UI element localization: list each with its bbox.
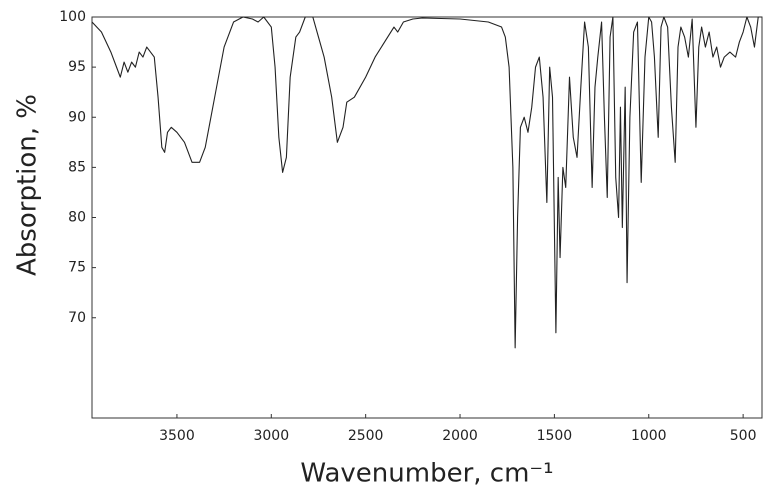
x-tick-label: 3000 [253,428,289,444]
x-tick-label: 500 [730,428,757,444]
y-tick-label: 75 [68,260,86,276]
y-tick-label: 95 [68,59,86,75]
x-tick-label: 2500 [348,428,384,444]
spectrum-line [91,16,762,349]
y-tick-label: 90 [68,109,86,125]
x-tick-label: 1000 [631,428,667,444]
x-tick-label: 2000 [442,428,478,444]
y-tick-label: 70 [68,310,86,326]
x-tick-label: 3500 [159,428,195,444]
x-axis-title: Wavenumber, cm⁻¹ [300,459,553,489]
y-axis-title: Absorption, % [13,94,43,276]
y-tick-label: 85 [68,159,86,175]
y-tick-label: 100 [59,9,86,25]
y-tick-label: 80 [68,210,86,226]
plot-frame [91,16,763,419]
x-tick-label: 1500 [537,428,573,444]
